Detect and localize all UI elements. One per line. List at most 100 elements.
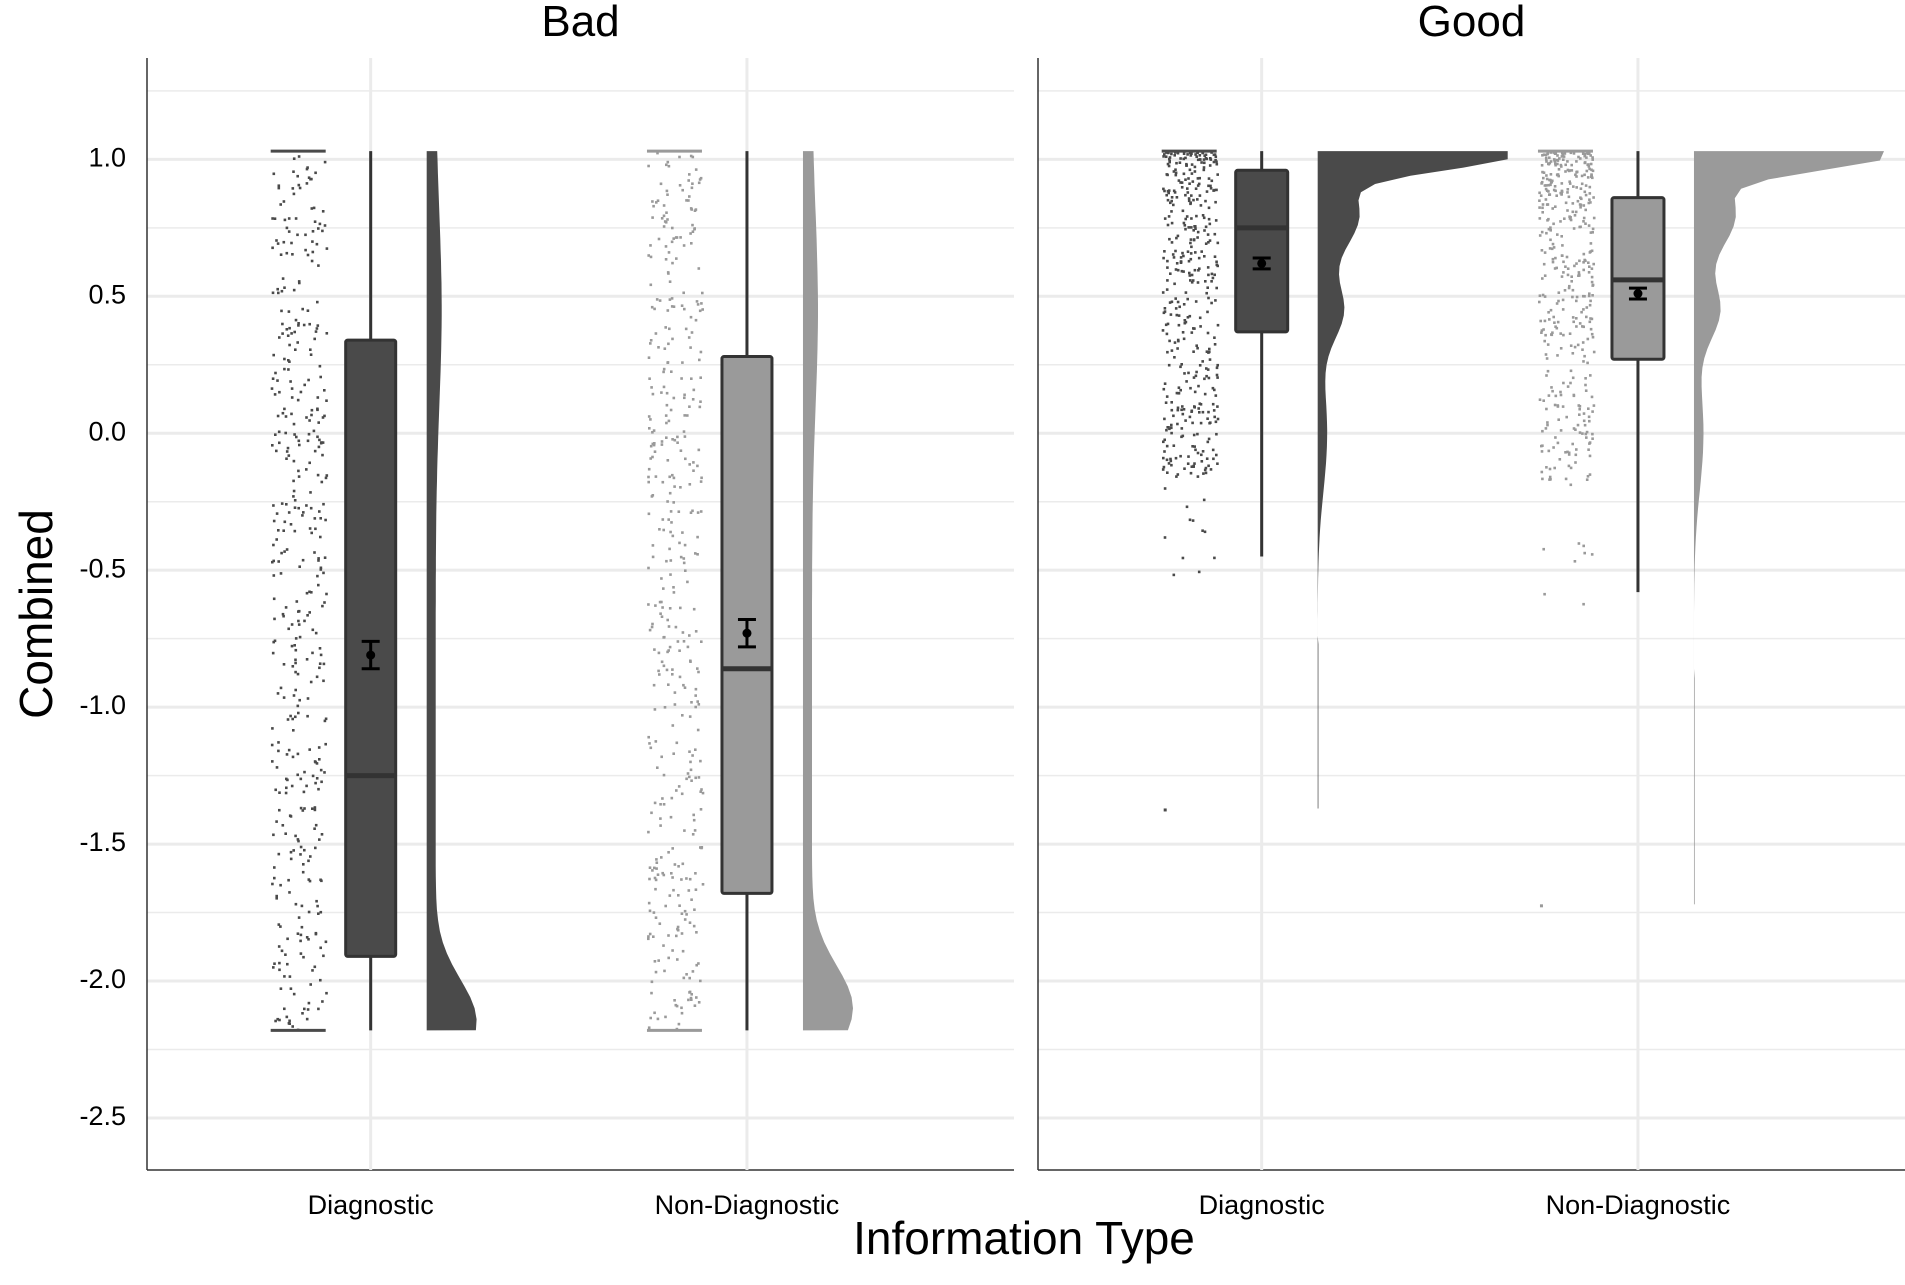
data-point: [300, 925, 304, 929]
data-point: [1542, 328, 1545, 331]
data-point: [1203, 468, 1207, 472]
data-point: [1591, 437, 1594, 440]
data-point: [691, 182, 694, 185]
data-point: [1549, 238, 1552, 242]
data-point: [684, 327, 688, 331]
data-point: [1181, 412, 1185, 416]
data-point: [316, 396, 320, 399]
data-point: [295, 435, 298, 439]
data-point: [666, 193, 669, 196]
data-point: [272, 574, 276, 577]
data-point: [292, 495, 295, 498]
data-point: [662, 225, 666, 228]
data-point: [681, 361, 684, 364]
data-point: [284, 953, 287, 956]
data-point: [1564, 201, 1568, 205]
data-point: [692, 388, 696, 392]
data-point: [1589, 374, 1592, 377]
data-point: [1584, 222, 1587, 225]
data-point: [310, 413, 313, 417]
data-point: [1207, 437, 1211, 441]
data-point: [1586, 152, 1590, 156]
data-point: [1176, 300, 1180, 304]
data-point: [1190, 409, 1194, 413]
data-point: [1557, 418, 1560, 421]
data-point: [1566, 160, 1569, 163]
data-point: [317, 445, 321, 449]
data-point: [1204, 153, 1208, 157]
data-point: [1540, 182, 1543, 185]
data-point: [656, 873, 660, 876]
data-point: [1161, 468, 1165, 471]
data-point: [1207, 241, 1210, 244]
data-point: [271, 727, 274, 730]
data-point: [1165, 444, 1169, 448]
data-point: [1214, 155, 1218, 159]
data-point: [1193, 170, 1197, 173]
data-point: [1585, 156, 1588, 159]
data-point: [1216, 376, 1219, 379]
data-point: [1546, 152, 1549, 156]
data-point: [655, 867, 658, 870]
data-point: [1169, 272, 1172, 275]
data-point: [1578, 405, 1582, 408]
data-point: [318, 647, 322, 650]
data-point: [1551, 260, 1555, 264]
data-point: [297, 322, 300, 325]
data-point: [1168, 301, 1172, 304]
data-point: [273, 393, 277, 396]
data-point: [299, 933, 303, 937]
data-point: [325, 332, 329, 335]
data-point: [1190, 217, 1193, 220]
data-point: [1591, 169, 1595, 173]
data-point: [665, 211, 668, 214]
data-point: [1588, 185, 1592, 189]
data-point: [649, 283, 653, 287]
data-point: [1179, 365, 1182, 369]
data-point: [694, 776, 697, 780]
data-point: [1170, 426, 1173, 430]
data-point: [1557, 291, 1561, 294]
data-point: [1592, 216, 1596, 220]
data-point: [1172, 444, 1176, 447]
data-point: [660, 660, 664, 664]
data-point: [659, 803, 662, 806]
data-point: [1198, 176, 1201, 180]
data-point: [658, 299, 662, 302]
data-point: [1213, 388, 1216, 392]
data-point: [1592, 350, 1596, 354]
data-point: [1167, 164, 1171, 168]
data-point: [647, 566, 650, 570]
data-point: [1555, 302, 1559, 305]
data-point: [690, 779, 693, 782]
data-point: [306, 439, 310, 443]
data-point: [1578, 322, 1582, 325]
data-point: [319, 653, 323, 657]
data-point: [321, 453, 324, 457]
data-point: [1168, 160, 1171, 164]
data-point: [701, 791, 705, 795]
data-point: [1182, 221, 1186, 225]
data-point: [660, 577, 663, 580]
data-point: [667, 518, 670, 521]
data-point: [690, 242, 693, 245]
data-point: [1541, 154, 1544, 157]
data-point: [672, 476, 676, 480]
data-point: [1545, 374, 1548, 377]
data-point: [1165, 428, 1168, 432]
data-point: [295, 600, 299, 603]
panel-title: Bad: [541, 0, 619, 46]
data-point: [296, 932, 300, 935]
data-point: [694, 705, 697, 709]
data-point: [1166, 322, 1170, 326]
data-point: [292, 849, 295, 852]
data-point: [288, 326, 291, 330]
data-point: [1587, 271, 1591, 274]
data-point: [682, 557, 686, 560]
data-point: [297, 324, 300, 327]
data-point: [682, 683, 685, 687]
data-point: [690, 898, 693, 901]
data-point: [1175, 196, 1179, 199]
data-point: [296, 672, 300, 676]
data-point: [1556, 354, 1559, 357]
